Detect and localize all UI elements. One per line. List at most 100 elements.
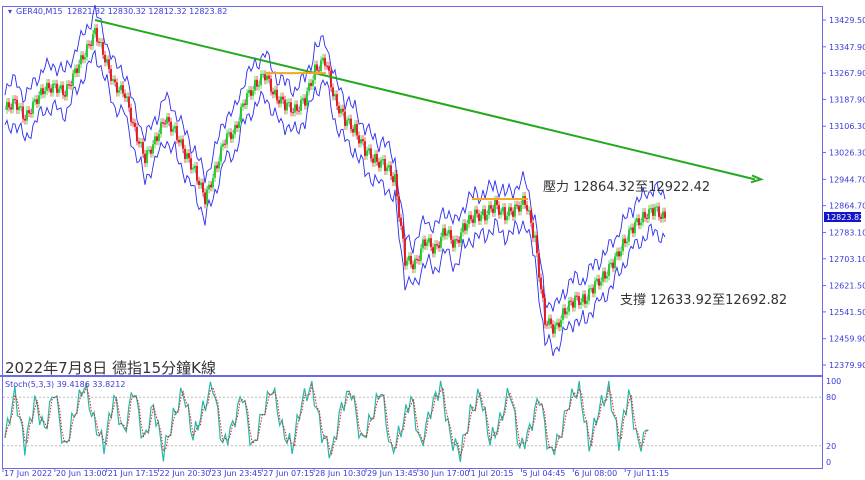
candle-up [246, 93, 248, 106]
candle-down [62, 85, 64, 95]
candle-up [288, 102, 290, 104]
candle-down [114, 79, 116, 83]
candle-down [132, 121, 134, 123]
candle-up [608, 264, 610, 277]
candle-down [358, 135, 360, 144]
candle-up [422, 239, 424, 249]
candle-up [60, 85, 62, 89]
symbol-header-arrow[interactable]: ▾ [8, 7, 12, 16]
candle-down [56, 83, 58, 93]
y-tick-label: 13187.90 [829, 95, 865, 104]
candle-up [294, 104, 296, 113]
y-tick-label: 12703.10 [829, 255, 865, 264]
candle-up [588, 288, 590, 301]
candle-up [186, 153, 188, 159]
candle-up [568, 300, 570, 312]
candle-up [656, 206, 658, 208]
candle-down [270, 78, 272, 92]
trendline [94, 19, 756, 181]
candle-up [252, 90, 254, 96]
stoch-signal-line [4, 383, 649, 457]
candle-up [44, 90, 46, 95]
candle-up [382, 159, 384, 161]
candle-up [140, 142, 142, 144]
candle-up [488, 205, 490, 215]
candle-down [342, 108, 344, 112]
candle-down [156, 136, 158, 142]
candle-up [212, 177, 214, 188]
candle-down [204, 192, 206, 205]
candle-up [360, 139, 362, 144]
current-price-badge [824, 212, 861, 222]
candle-down [284, 99, 286, 111]
candle-up [606, 276, 608, 279]
candle-up [180, 139, 182, 143]
candle-down [458, 239, 460, 243]
candle-down [216, 165, 218, 169]
upper-band [4, 4, 666, 312]
candle-down [470, 215, 472, 220]
candle-down [612, 262, 614, 269]
stoch-tick-label: 0 [826, 458, 831, 467]
candle-up [366, 150, 368, 156]
candle-down [410, 255, 412, 265]
candle-down [644, 211, 646, 218]
candle-down [150, 149, 152, 154]
candle-down [122, 85, 124, 94]
candle-up [630, 227, 632, 230]
candle-up [628, 229, 630, 242]
time-axis[interactable]: 17 Jun 2022 20 Jun 13:00 21 Jun 17:15 22 Ju… [2, 468, 669, 478]
candle-up [514, 204, 516, 217]
candle-down [578, 296, 580, 305]
candle-up [254, 79, 256, 91]
y-tick-label: 13106.30 [829, 122, 865, 131]
candle-up [6, 102, 8, 110]
candle-down [50, 88, 52, 93]
candle-down [540, 277, 542, 290]
candle-up [502, 207, 504, 212]
candle-down [638, 218, 640, 226]
candle-down [268, 75, 270, 79]
price-axis[interactable]: 13429.50 13347.90 13267.90 13187.90 13106.30… [3, 16, 865, 467]
candle-up [480, 215, 482, 221]
candle-down [138, 141, 140, 144]
candle-up [234, 125, 236, 135]
candle-up [554, 325, 556, 334]
x-tick-label: 22 Jun 20:30 [160, 469, 211, 478]
drawn-lines[interactable] [94, 19, 764, 200]
candle-up [562, 308, 564, 320]
candle-up [152, 144, 154, 154]
candle-up [386, 167, 388, 172]
candle-up [322, 57, 324, 61]
candle-down [338, 105, 340, 114]
candle-down [430, 238, 432, 248]
candle-up [74, 68, 76, 74]
candle-up [72, 73, 74, 86]
x-tick-label: 30 Jun 17:00 [419, 469, 470, 478]
candle-up [200, 182, 202, 186]
x-tick-label: 27 Jun 07:15 [263, 469, 314, 478]
candle-up [622, 238, 624, 252]
candle-down [8, 102, 10, 108]
candle-down [400, 217, 402, 226]
candle-down [664, 211, 666, 219]
candle-up [174, 126, 176, 129]
candle-up [160, 122, 162, 135]
candle-down [512, 211, 514, 217]
candle-down [16, 99, 18, 110]
candle-down [250, 90, 252, 96]
candle-down [130, 107, 132, 122]
candle-down [526, 204, 528, 211]
x-tick-label: 20 Jun 13:00 [56, 469, 107, 478]
candle-up [78, 64, 80, 73]
candle-down [516, 204, 518, 206]
candle-down [296, 104, 298, 111]
y-tick-label: 12541.50 [829, 308, 865, 317]
candle-down [330, 70, 332, 88]
candle-down [356, 124, 358, 136]
candle-down [398, 196, 400, 218]
candle-up [380, 160, 382, 168]
candle-up [508, 207, 510, 217]
candle-down [364, 141, 366, 156]
